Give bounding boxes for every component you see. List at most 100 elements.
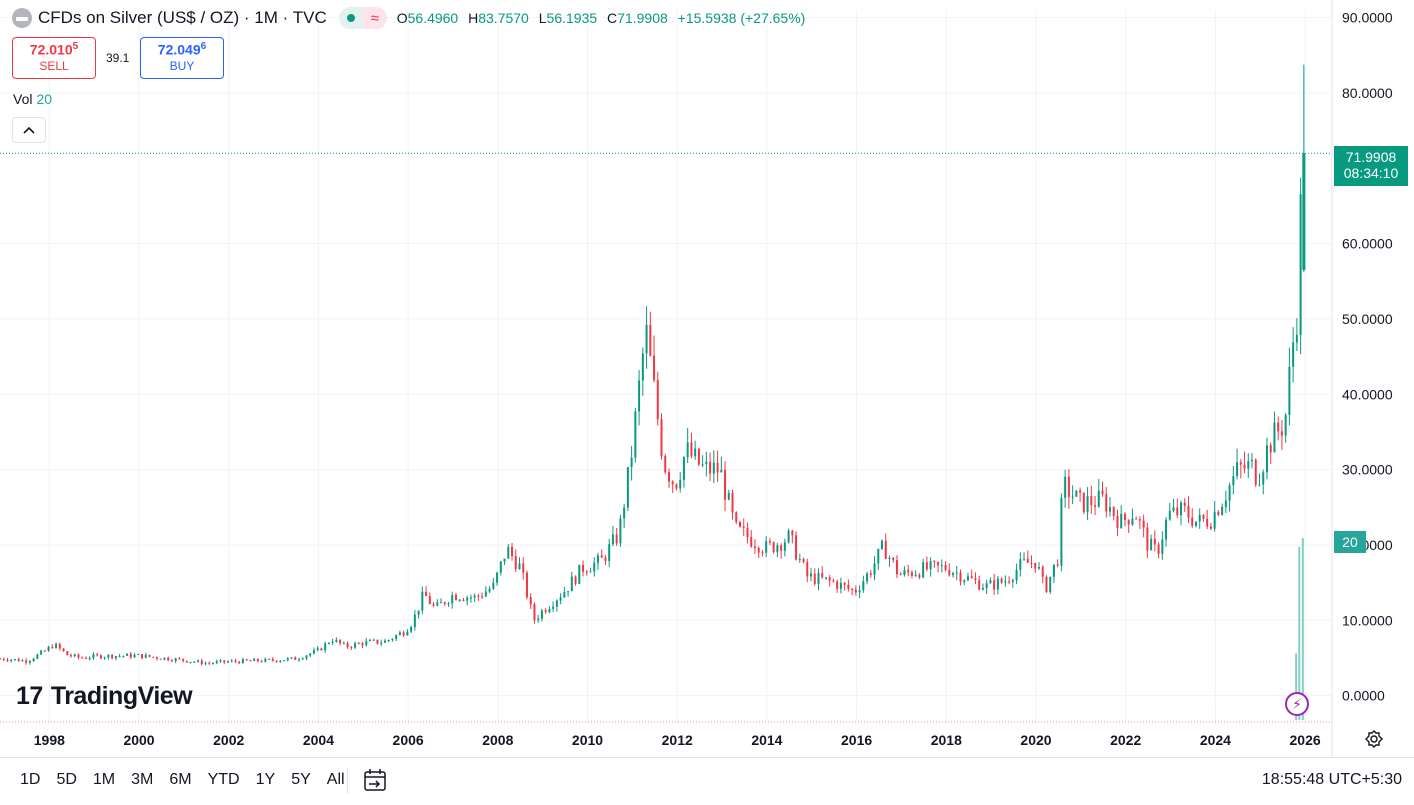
candle-body xyxy=(1000,578,1003,583)
candle-body xyxy=(1191,517,1194,526)
range-5d[interactable]: 5D xyxy=(56,771,77,788)
y-tick-label: 0.0000 xyxy=(1342,688,1385,704)
candle-body xyxy=(395,635,398,640)
candle-body xyxy=(1187,505,1190,518)
candle-body xyxy=(208,663,211,665)
lightning-icon[interactable]: ⚡ xyxy=(1285,692,1309,716)
candle-body xyxy=(256,658,259,662)
candle-body xyxy=(1041,567,1044,577)
gear-icon[interactable] xyxy=(1364,729,1384,749)
candle-body xyxy=(903,569,906,575)
candle-body xyxy=(1023,558,1026,560)
high-value: 83.7570 xyxy=(478,10,529,26)
candle-body xyxy=(481,596,484,598)
tradingview-watermark[interactable]: 17 TradingView xyxy=(16,682,193,710)
buy-button[interactable]: 72.0496 BUY xyxy=(140,37,224,79)
candle-body xyxy=(701,464,704,466)
candle-body xyxy=(1161,539,1164,554)
toolbar-separator xyxy=(347,768,348,794)
candle-body xyxy=(626,467,629,508)
market-status-pill[interactable]: ≈ xyxy=(338,7,387,29)
sell-button[interactable]: 72.0105 SELL xyxy=(12,37,96,79)
candle-body xyxy=(253,658,256,661)
candle-body xyxy=(182,658,185,661)
range-1y[interactable]: 1Y xyxy=(255,771,276,788)
candle-body xyxy=(499,561,502,573)
candle-body xyxy=(1026,558,1029,563)
candle-body xyxy=(466,597,469,601)
candle-body xyxy=(638,380,641,412)
candle-body xyxy=(1142,520,1145,528)
candle-body xyxy=(854,589,857,593)
range-3m[interactable]: 3M xyxy=(131,771,154,788)
market-open-dot-icon xyxy=(346,14,355,22)
candle-body xyxy=(866,573,869,582)
symbol-title[interactable]: CFDs on Silver (US$ / OZ) · 1M · TVC xyxy=(38,8,327,27)
range-5y[interactable]: 5Y xyxy=(291,771,311,788)
candle-body xyxy=(716,462,719,473)
candle-body xyxy=(107,654,110,658)
range-all[interactable]: All xyxy=(326,771,345,788)
candle-body xyxy=(1176,507,1179,516)
candle-body xyxy=(981,588,984,590)
candle-body xyxy=(88,658,91,660)
candle-body xyxy=(10,659,13,661)
candle-body xyxy=(428,596,431,605)
y-tick-label: 60.0000 xyxy=(1342,236,1393,252)
candle-body xyxy=(327,643,330,645)
candle-body xyxy=(331,641,334,644)
volume-label: Vol xyxy=(13,91,33,107)
candle-body xyxy=(155,657,158,659)
high-key: H xyxy=(468,10,479,26)
candle-body xyxy=(1247,461,1250,469)
candle-body xyxy=(163,657,166,660)
candle-body xyxy=(189,661,192,663)
candle-body xyxy=(297,659,300,661)
candle-body xyxy=(1254,459,1257,485)
candle-body xyxy=(279,660,282,662)
session-clock[interactable]: 18:55:48 UTC+5:30 xyxy=(1261,771,1402,788)
candle-body xyxy=(996,578,999,590)
candle-body xyxy=(55,643,58,649)
x-tick-label: 2014 xyxy=(751,732,782,748)
candle-body xyxy=(873,563,876,575)
candle-body xyxy=(746,527,749,538)
buy-label: BUY xyxy=(169,58,195,73)
candle-body xyxy=(148,654,151,657)
candle-body xyxy=(84,658,87,660)
candle-body xyxy=(641,353,644,381)
candle-body xyxy=(869,573,872,575)
candle-body xyxy=(13,659,16,661)
x-tick-label: 2012 xyxy=(662,732,693,748)
candle-body xyxy=(686,442,689,458)
candle-body xyxy=(993,580,996,590)
range-1d[interactable]: 1D xyxy=(20,771,41,788)
candle-body xyxy=(1019,559,1022,570)
volume-legend[interactable]: Vol 20 xyxy=(13,91,52,107)
range-6m[interactable]: 6M xyxy=(169,771,192,788)
candle-body xyxy=(839,582,842,589)
candle-body xyxy=(77,654,80,658)
candle-body xyxy=(802,558,805,563)
range-ytd[interactable]: YTD xyxy=(207,771,240,788)
spread-value: 39.1 xyxy=(106,51,130,65)
candle-body xyxy=(682,457,685,480)
buy-price: 72.0496 xyxy=(141,41,223,58)
candle-body xyxy=(1138,519,1141,521)
x-tick-label: 2002 xyxy=(213,732,244,748)
candle-body xyxy=(955,572,958,574)
calendar-range-icon[interactable] xyxy=(362,768,388,792)
candle-body xyxy=(1172,507,1175,511)
candle-body xyxy=(667,472,670,482)
candle-body xyxy=(761,552,764,554)
candle-body xyxy=(365,641,368,646)
candle-body xyxy=(649,324,652,356)
candle-body xyxy=(910,572,913,576)
x-tick-label: 2010 xyxy=(572,732,603,748)
x-tick-label: 2026 xyxy=(1290,732,1321,748)
candle-body xyxy=(507,546,510,559)
collapse-legend-button[interactable] xyxy=(12,117,46,143)
range-1m[interactable]: 1M xyxy=(92,771,116,788)
candle-body xyxy=(604,557,607,561)
